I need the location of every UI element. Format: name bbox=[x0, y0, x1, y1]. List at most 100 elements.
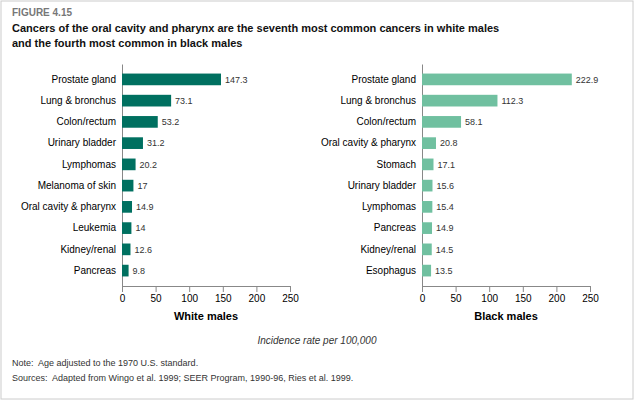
data-label: 14.9 bbox=[136, 202, 154, 212]
tick-label: Lymphomas bbox=[362, 201, 416, 212]
tick-label: Colon/rectum bbox=[57, 116, 116, 127]
bar bbox=[422, 116, 461, 128]
x-tick: 100 bbox=[181, 286, 198, 304]
tick-mark bbox=[256, 286, 257, 292]
bar bbox=[122, 180, 133, 192]
data-label: 73.1 bbox=[175, 96, 193, 106]
y-tick: Pancreas bbox=[74, 265, 122, 276]
tick-label: 50 bbox=[451, 293, 463, 304]
subtitle: and the fourth most common in black male… bbox=[12, 37, 242, 49]
bar bbox=[122, 159, 136, 171]
bar bbox=[422, 265, 431, 277]
y-tick: Kidney/renal bbox=[360, 244, 422, 255]
tick-mark bbox=[223, 286, 224, 292]
tick-mark bbox=[422, 286, 423, 292]
bar bbox=[422, 95, 497, 107]
bar bbox=[422, 159, 433, 171]
panel: 0 50 100 150 200 250 Prostate gland Lung & bron… bbox=[21, 65, 299, 323]
tick-label: Lung & bronchus bbox=[40, 95, 116, 106]
shared-axis-title: Incidence rate per 100,000 bbox=[258, 335, 377, 346]
data-label: 14 bbox=[135, 223, 145, 233]
x-tick: 100 bbox=[481, 286, 498, 304]
y-tick: Pancreas bbox=[374, 222, 422, 233]
tick-mark bbox=[290, 286, 291, 292]
footnote: Sources: Adapted from Wingo et al. 1999;… bbox=[12, 373, 353, 383]
tick-label: Kidney/renal bbox=[60, 244, 116, 255]
y-tick: Oral cavity & pharynx bbox=[321, 137, 422, 148]
tick-label: Kidney/renal bbox=[360, 244, 416, 255]
bar bbox=[422, 74, 572, 86]
data-label: 20.8 bbox=[440, 138, 458, 148]
x-tick: 50 bbox=[451, 286, 463, 304]
data-labels: 222.9112.358.120.817.115.615.414.914.513… bbox=[435, 75, 598, 276]
y-tick: Stomach bbox=[377, 159, 422, 170]
y-tick: Urinary bladder bbox=[348, 180, 422, 191]
chart-container: FIGURE 4.15Cancers of the oral cavity an… bbox=[0, 0, 634, 400]
tick-label: Leukemia bbox=[73, 222, 117, 233]
y-tick: Oral cavity & pharynx bbox=[21, 201, 122, 212]
tick-label: Esophagus bbox=[366, 265, 416, 276]
data-label: 15.4 bbox=[436, 202, 454, 212]
bars bbox=[422, 74, 572, 277]
x-axis: 0 50 100 150 200 250 bbox=[120, 286, 300, 304]
tick-label: 100 bbox=[481, 293, 498, 304]
y-tick: Prostate gland bbox=[52, 74, 123, 85]
bar bbox=[422, 244, 432, 256]
tick-mark bbox=[456, 286, 457, 292]
y-tick: Urinary bladder bbox=[48, 137, 122, 148]
x-tick: 50 bbox=[151, 286, 163, 304]
border bbox=[1, 1, 633, 399]
data-label: 222.9 bbox=[576, 75, 599, 85]
chart-svg: FIGURE 4.15Cancers of the oral cavity an… bbox=[0, 0, 634, 400]
bar bbox=[122, 116, 158, 128]
data-label: 20.2 bbox=[140, 160, 158, 170]
data-label: 15.6 bbox=[436, 181, 454, 191]
x-axis-title: Black males bbox=[474, 310, 538, 322]
bar bbox=[122, 265, 129, 277]
bar bbox=[422, 180, 432, 192]
bar bbox=[422, 137, 436, 149]
tick-label: Pancreas bbox=[374, 222, 416, 233]
tick-label: 0 bbox=[420, 293, 426, 304]
x-tick: 0 bbox=[420, 286, 426, 304]
tick-label: 50 bbox=[151, 293, 163, 304]
tick-label: Urinary bladder bbox=[48, 137, 117, 148]
y-tick: Lung & bronchus bbox=[40, 95, 122, 106]
data-labels: 147.373.153.231.220.21714.91412.69.8 bbox=[133, 75, 248, 276]
tick-mark bbox=[523, 286, 524, 292]
x-tick: 250 bbox=[582, 286, 599, 304]
y-tick: Lymphomas bbox=[362, 201, 422, 212]
tick-label: Lung & bronchus bbox=[340, 95, 416, 106]
x-tick: 250 bbox=[282, 286, 299, 304]
bar bbox=[122, 244, 130, 256]
y-tick: Kidney/renal bbox=[60, 244, 122, 255]
y-tick: Colon/rectum bbox=[357, 116, 422, 127]
bar bbox=[122, 222, 131, 234]
tick-label: Prostate gland bbox=[352, 74, 417, 85]
data-label: 14.5 bbox=[436, 245, 454, 255]
tick-label: 150 bbox=[215, 293, 232, 304]
data-label: 147.3 bbox=[225, 75, 248, 85]
data-label: 14.9 bbox=[436, 223, 454, 233]
bar bbox=[122, 137, 143, 149]
y-tick: Lymphomas bbox=[62, 159, 122, 170]
axis-line bbox=[423, 287, 591, 293]
tick-mark bbox=[189, 286, 190, 292]
tick-label: 0 bbox=[120, 293, 126, 304]
data-label: 17.1 bbox=[437, 160, 455, 170]
panel: 050100150200250Prostate glandLung & bron… bbox=[321, 65, 599, 323]
y-axis: Prostate gland Lung & bronchus Colon/rectu… bbox=[21, 65, 123, 287]
x-tick: 200 bbox=[249, 286, 266, 304]
y-tick: Melanoma of skin bbox=[38, 180, 122, 191]
tick-label: 250 bbox=[282, 293, 299, 304]
data-label: 58.1 bbox=[465, 117, 483, 127]
data-label: 12.6 bbox=[134, 245, 152, 255]
data-label: 31.2 bbox=[147, 138, 165, 148]
bar bbox=[122, 95, 171, 107]
footnote: Note: Age adjusted to the 1970 U.S. stan… bbox=[12, 358, 198, 368]
y-tick: Lung & bronchus bbox=[340, 95, 422, 106]
bar bbox=[122, 74, 221, 86]
data-label: 112.3 bbox=[501, 96, 523, 106]
data-label: 9.8 bbox=[133, 266, 146, 276]
tick-mark bbox=[122, 286, 123, 292]
